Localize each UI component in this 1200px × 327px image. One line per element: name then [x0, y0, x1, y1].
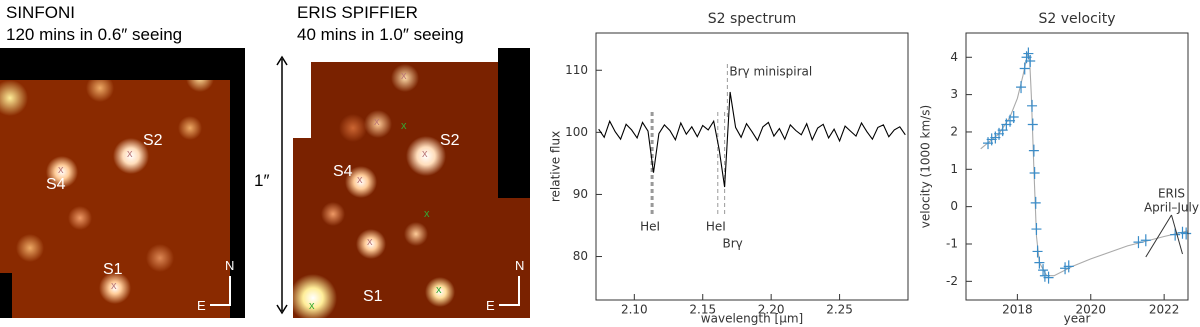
- source-marker: x: [374, 116, 380, 128]
- x-tick-label: 2022: [1149, 303, 1180, 317]
- source-marker: x: [422, 148, 428, 160]
- data-point: [1008, 111, 1019, 124]
- data-point: [1032, 245, 1043, 258]
- y-tick-label: 110: [565, 63, 588, 77]
- y-tick-label: 0: [950, 199, 958, 213]
- source-marker: x: [401, 70, 407, 82]
- source-label: S4: [333, 163, 353, 180]
- source-label: S1: [103, 261, 123, 278]
- source-marker: x: [367, 236, 373, 248]
- y-tick-label: 2: [950, 124, 958, 138]
- source-marker: x: [58, 164, 64, 176]
- source-marker: x: [401, 120, 407, 132]
- source-label: S1: [363, 288, 383, 305]
- source-marker: x: [357, 174, 363, 186]
- source-marker: x: [424, 208, 430, 220]
- data-point: [1170, 228, 1181, 241]
- panel-subtitle: 40 mins in 1.0″ seeing: [297, 25, 464, 44]
- plot-frame: [595, 32, 909, 301]
- source-label: S4: [46, 176, 66, 193]
- data-point: [1019, 62, 1030, 75]
- x-tick-label: 2.25: [826, 303, 853, 317]
- data-point: [1023, 47, 1034, 60]
- x-tick-label: 2.20: [758, 303, 785, 317]
- y-tick-label: 90: [573, 187, 588, 201]
- compass-label: E: [486, 298, 495, 313]
- data-point: [1038, 264, 1049, 277]
- sinfoni-image: S2 S4 S1 x x x N E: [0, 48, 245, 318]
- data-point: [1031, 223, 1042, 236]
- annotation: Brγ minispiral: [729, 65, 812, 79]
- y-tick-label: 4: [950, 50, 958, 64]
- panel-title: SINFONI: [6, 3, 75, 22]
- scale-label: 1″: [254, 171, 270, 190]
- data-point: [1043, 271, 1054, 284]
- annotation: April–July: [1144, 201, 1199, 215]
- y-tick-label: -1: [946, 236, 958, 250]
- data-point: [1034, 256, 1045, 269]
- x-tick-label: 2020: [1075, 303, 1106, 317]
- data-point: [1025, 55, 1036, 68]
- panel-title: ERIS SPIFFIER: [297, 3, 418, 22]
- compass-label: N: [515, 258, 525, 273]
- data-point: [1016, 81, 1027, 94]
- source-marker: x: [309, 300, 315, 312]
- annotation: HeI: [706, 220, 726, 234]
- source-label: S2: [440, 132, 460, 149]
- y-axis-label: velocity (1000 km/s): [919, 105, 933, 228]
- y-tick-label: -2: [946, 274, 958, 288]
- data-point: [1027, 118, 1038, 131]
- source-label: S2: [143, 132, 163, 149]
- y-tick-label: 80: [573, 249, 588, 263]
- source-marker: x: [111, 280, 117, 292]
- data-line: [980, 51, 1188, 277]
- y-axis-label: relative flux: [549, 131, 563, 202]
- annotation: ERIS: [1158, 187, 1185, 201]
- x-tick-label: 2.10: [621, 303, 648, 317]
- x-tick-label: 2.15: [689, 303, 716, 317]
- x-axis-label: year: [1064, 312, 1091, 326]
- y-tick-label: 3: [950, 87, 958, 101]
- y-tick-label: 100: [565, 125, 588, 139]
- data-point: [1029, 167, 1040, 180]
- annotation: Brγ: [722, 237, 742, 251]
- x-tick-label: 2018: [1002, 303, 1033, 317]
- compass-label: E: [197, 298, 206, 313]
- compass-label: N: [225, 258, 235, 273]
- annotation-arrow: [1145, 214, 1183, 258]
- data-point: [1028, 144, 1039, 157]
- data-point: [1140, 234, 1151, 247]
- annotation: HeI: [640, 220, 660, 234]
- eris-image: S2 S4 S1 x x x x x x x x x N E: [293, 48, 530, 318]
- data-point: [1063, 260, 1074, 273]
- source-marker: x: [127, 148, 133, 160]
- data-point: [1027, 99, 1038, 112]
- data-line: [598, 91, 906, 188]
- x-axis-label: wavelength [μm]: [701, 312, 803, 326]
- data-point: [1133, 236, 1144, 249]
- chart-title: S2 velocity: [1039, 11, 1116, 27]
- scale-arrow: [276, 55, 288, 315]
- chart-title: S2 spectrum: [708, 11, 797, 27]
- data-point: [1181, 227, 1192, 240]
- y-tick-label: 1: [950, 162, 958, 176]
- data-point: [1030, 196, 1041, 209]
- source-marker: x: [436, 284, 442, 296]
- plot-frame: [965, 32, 1189, 301]
- panel-subtitle: 120 mins in 0.6″ seeing: [6, 25, 183, 44]
